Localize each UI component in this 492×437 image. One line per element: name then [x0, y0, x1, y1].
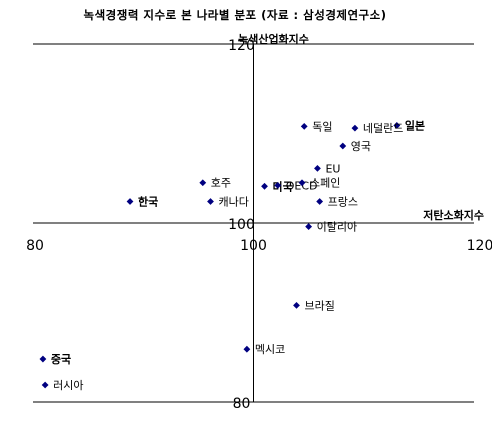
y-tick-label: 100	[228, 217, 255, 233]
data-point: 캐나다	[207, 196, 249, 209]
point-marker	[39, 355, 47, 363]
data-point: 이탈리아	[305, 221, 357, 234]
point-label: 독일	[312, 119, 332, 133]
chart-title: 녹색경쟁력 지수로 본 나라별 분포 (자료 : 삼성경제연구소)	[83, 8, 387, 22]
point-marker	[351, 124, 359, 132]
point-marker	[293, 301, 300, 309]
data-point: 스페인	[298, 177, 340, 190]
x-tick-label: 80	[26, 238, 44, 254]
y-tick-label: 120	[228, 38, 255, 54]
point-label: 캐나다	[219, 196, 249, 209]
point-label: 멕시코	[255, 343, 285, 356]
data-point: 영국	[339, 140, 371, 153]
point-marker	[261, 182, 268, 190]
data-point: 중국	[39, 353, 71, 366]
point-marker	[305, 223, 313, 230]
point-marker	[300, 122, 308, 130]
point-label: 스페인	[310, 177, 340, 190]
data-point: 멕시코	[243, 343, 285, 356]
x-tick-label: 100	[240, 238, 267, 254]
point-marker	[243, 345, 251, 353]
data-point: 한국	[126, 195, 158, 209]
point-marker	[274, 182, 282, 189]
point-marker	[207, 198, 214, 205]
point-label: 호주	[211, 177, 231, 190]
y-axis-title: 녹색산업화지수	[238, 32, 309, 46]
data-point: EU	[314, 162, 340, 175]
point-label: OECD	[286, 179, 318, 192]
data-point: 일본	[393, 118, 425, 132]
point-label: 일본	[405, 118, 425, 132]
data-point: 호주	[199, 177, 231, 190]
y-tick-label: 80	[233, 396, 251, 412]
point-marker	[199, 179, 207, 187]
point-label: 영국	[351, 140, 371, 153]
point-label: 중국	[51, 353, 71, 366]
point-label: 브라질	[304, 299, 334, 312]
data-point: 러시아	[41, 379, 84, 392]
x-tick-label: 120	[467, 238, 492, 254]
point-marker	[339, 142, 347, 150]
point-label: EU	[325, 162, 340, 175]
point-marker	[393, 122, 401, 129]
point-label: 이탈리아	[317, 221, 357, 234]
point-label: 한국	[138, 195, 158, 209]
data-point: 프랑스	[316, 196, 358, 209]
point-marker	[298, 179, 306, 187]
point-marker	[41, 381, 49, 389]
point-marker	[126, 198, 134, 205]
x-axis-title: 저탄소화지수	[423, 208, 484, 222]
tick-labels: 80 100 120 80 100 120	[26, 38, 492, 412]
data-point: OECD	[274, 179, 318, 192]
point-marker	[316, 198, 324, 205]
point-label: 러시아	[53, 379, 83, 392]
axes	[33, 43, 474, 403]
data-point: 독일	[300, 119, 332, 133]
point-label: 네덜란드	[363, 122, 403, 135]
point-label: 프랑스	[328, 196, 358, 209]
data-point: 네덜란드	[351, 122, 403, 135]
data-point: 브라질	[293, 299, 335, 312]
point-marker	[314, 165, 321, 172]
